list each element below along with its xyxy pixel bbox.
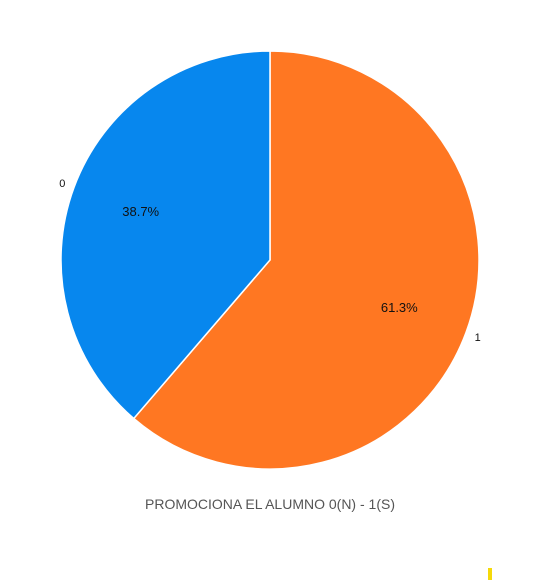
pie-slice-0: [60, 50, 271, 420]
slice-category-label-1: 1: [475, 332, 481, 344]
slice-category-label-0: 0: [59, 178, 65, 190]
slice-percent-label-0: 38.7%: [122, 204, 159, 219]
slice-percent-label-1: 61.3%: [381, 300, 418, 315]
pie-slice-1: [132, 50, 480, 470]
pie-labels: 61.3% 1 38.7% 0: [59, 178, 481, 344]
corner-marker: [488, 568, 492, 580]
chart-caption: PROMOCIONA EL ALUMNO 0(N) - 1(S): [145, 496, 395, 512]
pie-slices: [60, 50, 480, 470]
